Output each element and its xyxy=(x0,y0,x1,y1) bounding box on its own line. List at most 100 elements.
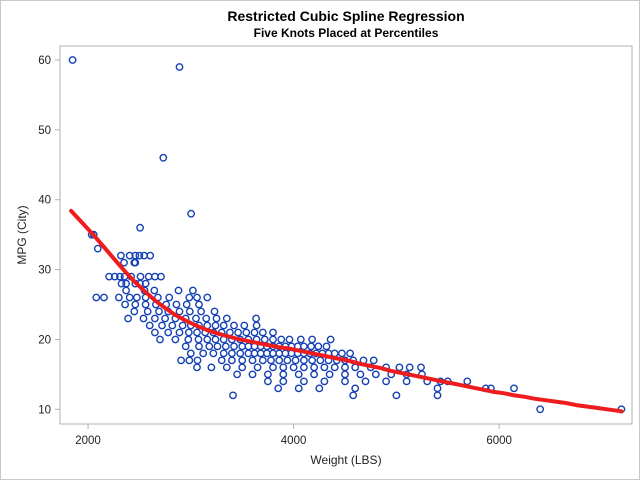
data-point xyxy=(184,335,193,344)
data-point xyxy=(205,342,214,351)
data-point xyxy=(263,377,272,386)
data-point xyxy=(136,223,145,232)
data-point xyxy=(219,321,228,330)
data-point xyxy=(171,335,180,344)
data-point xyxy=(141,300,150,309)
data-point xyxy=(233,370,242,379)
y-tick-label: 50 xyxy=(38,125,51,137)
data-point xyxy=(203,335,212,344)
data-point xyxy=(175,328,184,337)
data-point xyxy=(382,377,390,386)
data-point xyxy=(227,349,236,358)
y-tick-label: 10 xyxy=(38,404,51,416)
x-tick-label: 6000 xyxy=(486,435,512,447)
data-point xyxy=(433,384,442,393)
y-tick-label: 60 xyxy=(38,55,51,67)
data-point xyxy=(258,356,267,365)
data-point xyxy=(240,321,249,330)
data-point xyxy=(164,328,173,337)
data-point xyxy=(325,370,334,379)
data-point xyxy=(175,307,184,316)
data-point xyxy=(299,342,308,351)
data-point xyxy=(131,258,140,267)
data-point xyxy=(185,356,194,365)
data-point xyxy=(299,363,308,372)
x-tick-label: 2000 xyxy=(75,435,101,447)
data-point xyxy=(135,251,144,260)
data-point xyxy=(195,342,203,351)
data-point xyxy=(402,377,411,386)
data-point xyxy=(157,272,165,281)
data-point xyxy=(229,391,237,400)
data-point xyxy=(185,307,194,316)
data-point xyxy=(294,384,303,393)
data-point xyxy=(161,314,170,323)
data-point xyxy=(510,384,518,393)
data-point xyxy=(146,251,155,260)
data-point xyxy=(536,405,545,414)
y-tick-label: 20 xyxy=(38,334,51,346)
data-point xyxy=(356,370,365,379)
data-point xyxy=(211,321,220,330)
data-point xyxy=(194,335,203,344)
data-point xyxy=(181,342,190,351)
data-point xyxy=(322,342,331,351)
data-point xyxy=(316,356,325,365)
data-point xyxy=(93,244,102,253)
data-point xyxy=(320,377,329,386)
data-point xyxy=(307,342,315,351)
data-point xyxy=(463,377,472,386)
data-point xyxy=(283,356,292,365)
data-point xyxy=(203,293,212,302)
data-point xyxy=(150,314,159,323)
data-point xyxy=(341,370,349,379)
data-point xyxy=(260,335,269,344)
data-point xyxy=(310,363,318,372)
data-point xyxy=(417,363,425,372)
regression-curve xyxy=(69,208,624,414)
data-point xyxy=(341,363,349,372)
data-point xyxy=(217,356,226,365)
data-point xyxy=(165,293,174,302)
data-point xyxy=(405,363,414,372)
data-point xyxy=(291,356,300,365)
data-point xyxy=(222,363,231,372)
data-point xyxy=(371,370,380,379)
data-point xyxy=(279,370,288,379)
data-point xyxy=(211,335,220,344)
data-point xyxy=(252,321,261,330)
data-point xyxy=(174,286,183,295)
data-point xyxy=(159,153,168,162)
data-point xyxy=(294,370,303,379)
y-tick-label: 30 xyxy=(38,265,51,277)
data-point xyxy=(219,349,228,358)
data-point xyxy=(193,363,201,372)
data-point xyxy=(178,321,187,330)
data-point xyxy=(269,363,277,372)
data-point xyxy=(188,286,197,295)
data-point xyxy=(195,300,203,309)
data-point xyxy=(207,363,216,372)
data-point xyxy=(186,349,195,358)
data-point xyxy=(279,363,288,372)
data-point xyxy=(193,328,201,337)
data-point xyxy=(182,300,191,309)
data-point xyxy=(150,328,159,337)
data-point xyxy=(125,251,134,260)
data-point xyxy=(236,349,245,358)
data-point xyxy=(230,321,238,330)
data-point xyxy=(299,356,308,365)
data-point xyxy=(175,63,184,71)
data-point xyxy=(145,321,154,330)
data-point xyxy=(275,356,284,365)
data-point xyxy=(222,314,231,323)
data-point xyxy=(242,328,251,337)
x-tick-label: 4000 xyxy=(281,435,307,447)
data-point xyxy=(269,328,277,337)
data-point xyxy=(122,279,131,288)
data-point xyxy=(263,370,272,379)
data-point xyxy=(172,300,181,309)
data-point xyxy=(125,293,134,302)
